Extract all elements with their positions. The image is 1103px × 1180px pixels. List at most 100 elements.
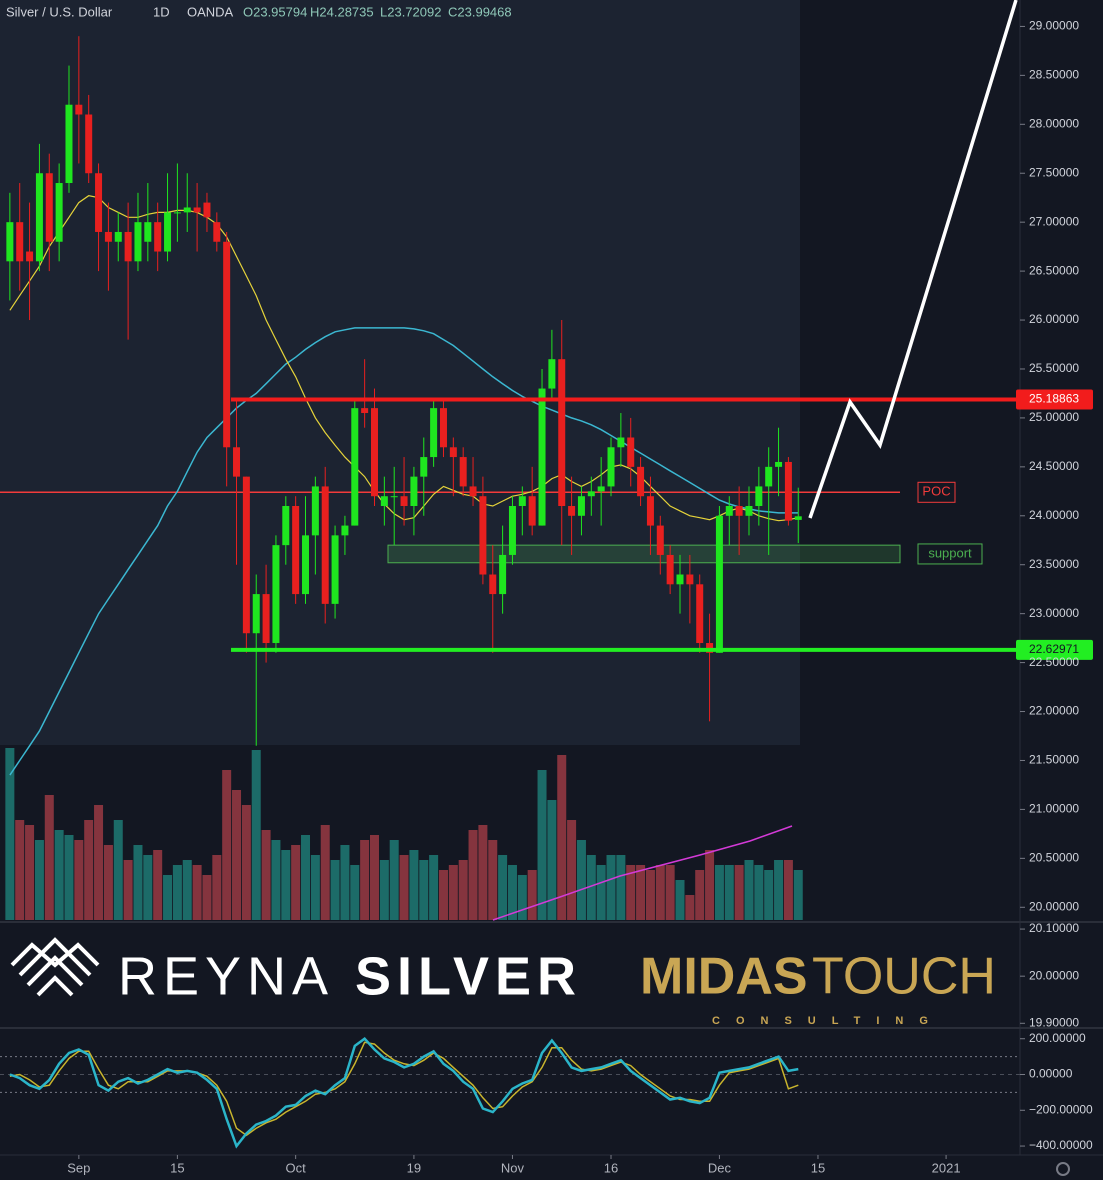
- candle-body: [144, 222, 152, 242]
- candle-body: [676, 574, 684, 585]
- volume-bar: [458, 860, 468, 920]
- candle-body: [154, 222, 162, 252]
- y-tick-label: 27.50000: [1029, 165, 1079, 179]
- volume-bar: [291, 845, 301, 920]
- volume-bar: [655, 865, 665, 920]
- volume-bar: [301, 835, 311, 920]
- volume-bar: [399, 855, 409, 920]
- volume-bar: [576, 840, 586, 920]
- candle-body: [65, 104, 73, 184]
- volume-bar: [360, 840, 370, 920]
- candle-body: [6, 222, 14, 262]
- volume-bar: [379, 860, 389, 920]
- candle-body: [351, 408, 359, 526]
- candle-body: [203, 202, 211, 218]
- ohlc-low: L23.72092: [380, 4, 441, 19]
- volume-bar: [537, 770, 547, 920]
- volume-bar: [488, 840, 498, 920]
- ohlc-open: O23.95794: [243, 4, 307, 19]
- candle-body: [439, 408, 447, 448]
- ohlc-high: H24.28735: [310, 4, 374, 19]
- volume-bar: [675, 880, 685, 920]
- candle-body: [45, 173, 53, 242]
- volume-bar: [645, 870, 655, 920]
- volume-bar: [74, 840, 84, 920]
- candle-body: [568, 506, 576, 516]
- support-label-box: [917, 543, 983, 565]
- volume-bar: [409, 850, 419, 920]
- candle-body: [292, 506, 300, 595]
- volume-bar: [350, 865, 360, 920]
- candle-body: [765, 466, 773, 487]
- settings-icon[interactable]: [1056, 1162, 1070, 1176]
- candle-body: [430, 408, 438, 458]
- y-tick-label: −200.00000: [1029, 1102, 1093, 1116]
- candle-body: [656, 525, 664, 555]
- back-layer: [0, 25, 1025, 1159]
- candle-body: [745, 506, 753, 516]
- volume-bar: [517, 875, 527, 920]
- candle-body: [725, 506, 733, 516]
- y-tick-label: 20.10000: [1029, 921, 1079, 935]
- y-tick-label: 200.00000: [1029, 1031, 1086, 1045]
- osc-line: [9, 1037, 799, 1149]
- volume-ma: [492, 825, 793, 921]
- volume-bar: [5, 748, 15, 920]
- volume-bar: [310, 855, 320, 920]
- volume-bar: [261, 830, 271, 920]
- candle-body: [262, 594, 270, 644]
- candle-body: [696, 584, 704, 644]
- candle-body: [95, 173, 103, 232]
- volume-bar: [616, 855, 626, 920]
- candle-body: [666, 554, 674, 585]
- candle-body: [252, 594, 260, 634]
- y-tick-label: 20.50000: [1029, 851, 1079, 865]
- candle-body: [272, 545, 280, 644]
- volume-bar: [34, 840, 44, 920]
- volume-bar: [44, 795, 54, 920]
- x-tick-label: 15: [811, 1160, 825, 1175]
- x-tick-label: 19: [407, 1160, 421, 1175]
- candle-body: [627, 437, 635, 467]
- candle-body: [193, 207, 201, 213]
- candle-body: [637, 466, 645, 497]
- volume-bar: [734, 865, 744, 920]
- x-tick-label: 2021: [932, 1160, 961, 1175]
- highlight-region: [0, 0, 800, 745]
- candle-body: [508, 506, 516, 555]
- candle-body: [410, 476, 418, 506]
- y-tick-label: 24.50000: [1029, 459, 1079, 473]
- y-tick-label: 28.50000: [1029, 68, 1079, 82]
- volume-bar: [705, 850, 715, 920]
- volume-bar: [783, 860, 793, 920]
- volume-bar: [429, 855, 439, 920]
- volume-bar: [202, 875, 212, 920]
- volume-bar: [143, 855, 153, 920]
- logo-stroke: [10, 942, 100, 968]
- volume-bar: [567, 820, 577, 920]
- candle-body: [597, 486, 605, 492]
- volume-bar: [754, 865, 764, 920]
- volume-bar: [133, 845, 143, 920]
- candle-body: [164, 212, 172, 252]
- volume-bar: [163, 875, 173, 920]
- reyna-logo: [10, 937, 100, 997]
- candle-body: [686, 574, 694, 585]
- volume-bar: [557, 755, 567, 920]
- candle-body: [361, 408, 369, 414]
- y-tick-label: 27.00000: [1029, 214, 1079, 228]
- volume-bar: [212, 855, 222, 920]
- volume-bar: [507, 865, 517, 920]
- x-tick-label: 16: [604, 1160, 618, 1175]
- logo-stroke: [18, 937, 92, 977]
- brand-reyna: REYNA: [118, 946, 334, 1006]
- candle-body: [16, 222, 24, 262]
- candle-body: [183, 207, 191, 213]
- support-label: support: [928, 545, 972, 560]
- candle-body: [124, 231, 132, 262]
- candle-body: [85, 114, 93, 174]
- y-tick-label: 20.00000: [1029, 899, 1079, 913]
- candle-body: [233, 447, 241, 477]
- y-tick-label: 22.50000: [1029, 655, 1079, 669]
